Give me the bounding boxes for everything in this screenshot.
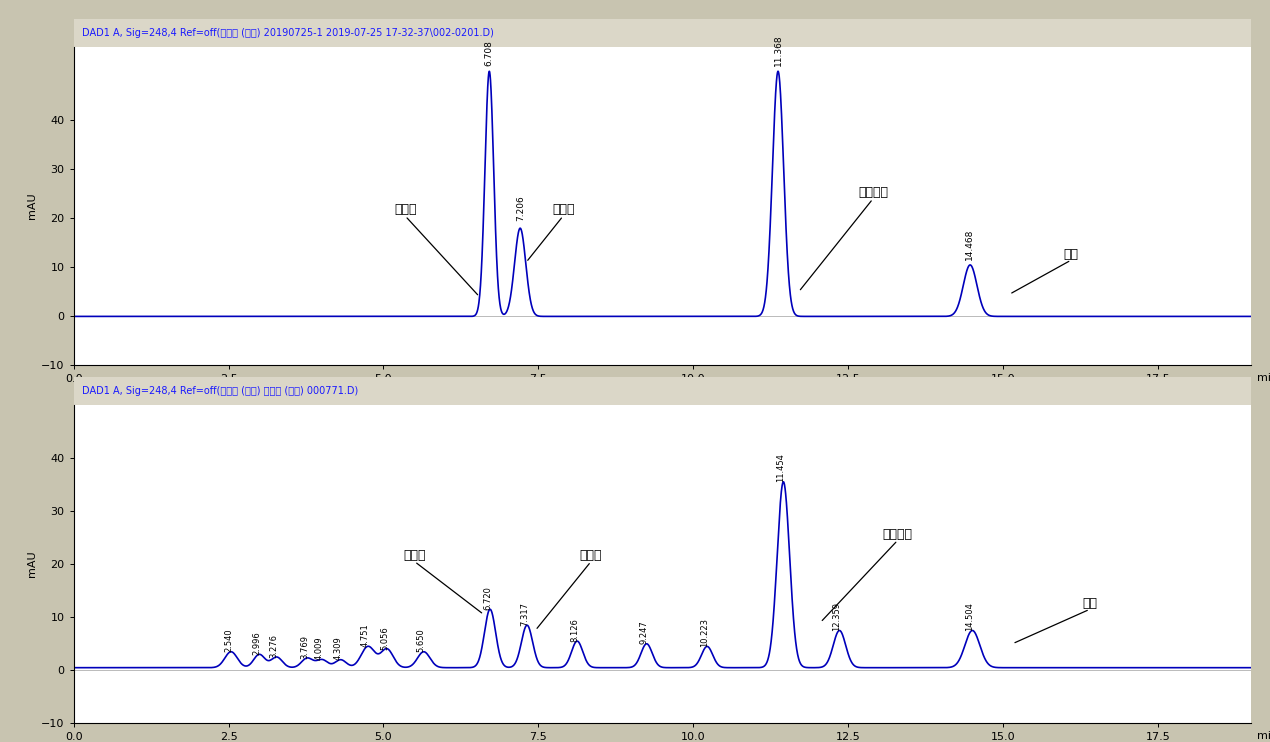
Text: 7.317: 7.317 (519, 602, 530, 626)
Text: 2.540: 2.540 (224, 628, 234, 652)
Text: 5.650: 5.650 (417, 628, 425, 652)
Text: 腿苷: 腿苷 (1064, 248, 1078, 260)
Text: DAD1 A, Sig=248,4 Ref=off(豆輻物 (标层) 豆輻物 (标层) 000771.D): DAD1 A, Sig=248,4 Ref=off(豆輻物 (标层) 豆輻物 (… (81, 387, 358, 396)
Text: 12.359: 12.359 (832, 602, 842, 631)
Text: 14.504: 14.504 (965, 603, 974, 631)
Text: min: min (1257, 732, 1270, 741)
Text: 次黃嘧呂: 次黃嘧呂 (859, 186, 888, 200)
Text: DAD1 A, Sig=248,4 Ref=off(豆輻物 (标层) 20190725-1 2019-07-25 17-32-37\002-0201.D): DAD1 A, Sig=248,4 Ref=off(豆輻物 (标层) 20190… (81, 28, 494, 38)
Text: 黃嘧呂: 黃嘧呂 (580, 549, 602, 562)
Text: min: min (1257, 372, 1270, 383)
Text: 14.468: 14.468 (965, 229, 974, 260)
Text: 尿啦啖: 尿啦啖 (403, 549, 425, 562)
Text: 11.454: 11.454 (776, 453, 785, 482)
Text: 6.720: 6.720 (483, 586, 491, 610)
Text: 2.996: 2.996 (253, 631, 262, 655)
Text: 6.708: 6.708 (484, 41, 494, 66)
Text: 4.309: 4.309 (334, 637, 343, 660)
Text: 黃嘧呂: 黃嘧呂 (552, 203, 574, 217)
Text: 9.247: 9.247 (640, 620, 649, 644)
Y-axis label: mAU: mAU (27, 551, 37, 577)
Text: 3.769: 3.769 (300, 634, 309, 659)
Text: 8.126: 8.126 (570, 618, 579, 642)
Text: 4.751: 4.751 (361, 623, 370, 647)
Y-axis label: mAU: mAU (27, 193, 37, 220)
Text: 11.368: 11.368 (773, 35, 782, 66)
Text: 3.276: 3.276 (269, 634, 278, 657)
Text: 腿苷: 腿苷 (1082, 597, 1097, 610)
Text: 4.009: 4.009 (315, 637, 324, 660)
Text: 5.056: 5.056 (380, 626, 389, 649)
Text: 10.223: 10.223 (700, 618, 709, 647)
Text: 尿啦啖: 尿啦啖 (394, 203, 417, 217)
Text: 7.206: 7.206 (516, 195, 525, 221)
Text: 次黃嘧呂: 次黃嘧呂 (883, 528, 913, 541)
